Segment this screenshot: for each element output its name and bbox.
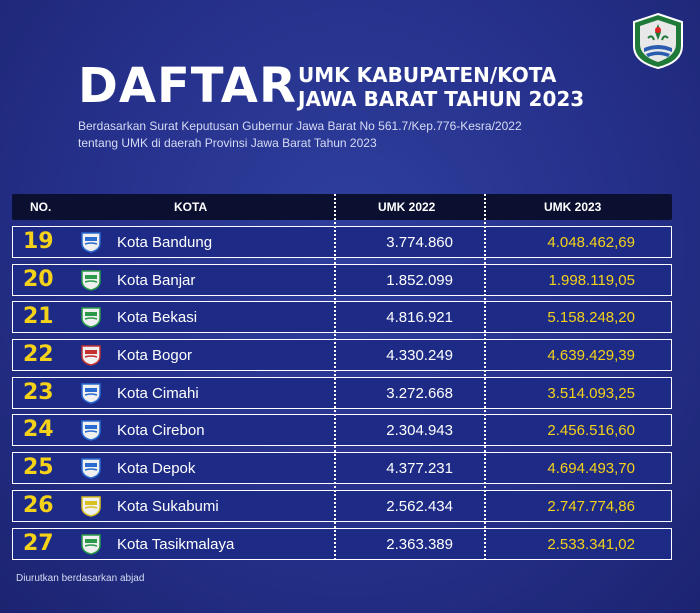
title-line-1: UMK KABUPATEN/KOTA [298, 63, 557, 87]
table-row: 22 Kota Bogor 4.330.249 4.639.429,39 [12, 339, 672, 372]
table-body: 19 Kota Bandung 3.774.860 4.048.462,69 20 Kot… [12, 226, 672, 560]
city-name: Kota Bandung [117, 234, 213, 251]
umk-2023-value: 4.639.429,39 [547, 347, 635, 365]
table-row: 24 Kota Cirebon 2.304.943 2.456.516,60 [12, 414, 672, 447]
jawa-barat-emblem-icon [633, 12, 683, 70]
row-number: 20 [23, 266, 54, 292]
city-name: Kota Bogor [117, 347, 193, 365]
column-divider [334, 194, 336, 560]
subtitle-line-1: Berdasarkan Surat Keputusan Gubernur Jaw… [78, 119, 522, 133]
page-title: DAFTAR [78, 58, 297, 114]
city-name: Kota Bekasi [117, 309, 198, 327]
city-emblem-icon [81, 232, 101, 253]
table-row: 26 Kota Sukabumi 2.562.434 2.747.774,86 [12, 489, 672, 522]
table-header: NO. KOTA UMK 2022 UMK 2023 [12, 194, 672, 220]
title-line-2: JAWA BARAT TAHUN 2023 [298, 87, 585, 111]
city-emblem-icon [81, 533, 101, 555]
subtitle: Berdasarkan Surat Keputusan Gubernur Jaw… [78, 118, 638, 152]
umk-2022-value: 1.852.099 [386, 271, 453, 289]
table-row: 27 Kota Tasikmalaya 2.363.389 2.533.341,02 [12, 527, 672, 560]
column-header-no: NO. [30, 200, 52, 214]
city-emblem-icon [81, 420, 101, 442]
city-emblem-icon [81, 307, 101, 329]
city-name: Kota Sukabumi [117, 497, 219, 515]
umk-2023-value: 4.694.493,70 [547, 460, 635, 478]
column-divider [484, 194, 486, 560]
umk-2022-value: 4.330.249 [386, 347, 453, 365]
row-number: 26 [23, 492, 54, 518]
umk-2023-value: 1.998.119,05 [548, 271, 635, 289]
umk-2023-value: 4.048.462,69 [547, 234, 635, 251]
row-number: 23 [23, 379, 54, 405]
table-row: 19 Kota Bandung 3.774.860 4.048.462,69 [12, 226, 672, 258]
row-number: 27 [23, 530, 54, 556]
umk-2022-value: 2.363.389 [386, 535, 453, 553]
umk-2023-value: 5.158.248,20 [547, 309, 635, 327]
table-row: 25 Kota Depok 4.377.231 4.694.493,70 [12, 452, 672, 485]
city-name: Kota Cimahi [117, 384, 199, 402]
umk-2022-value: 4.377.231 [386, 460, 453, 478]
city-name: Kota Banjar [117, 271, 196, 289]
city-emblem-icon [81, 269, 101, 291]
city-name: Kota Cirebon [117, 422, 205, 440]
row-number: 19 [23, 229, 54, 254]
city-name: Kota Tasikmalaya [117, 535, 235, 553]
row-number: 25 [23, 455, 54, 481]
city-emblem-icon [81, 345, 101, 366]
column-header-umk-2022: UMK 2022 [378, 200, 436, 214]
umk-2022-value: 2.304.943 [386, 422, 453, 440]
column-header-umk-2023: UMK 2023 [544, 200, 602, 214]
city-emblem-icon [81, 383, 101, 404]
row-number: 21 [23, 304, 54, 330]
city-name: Kota Depok [117, 460, 196, 478]
subtitle-line-2: tentang UMK di daerah Provinsi Jawa Bara… [78, 136, 377, 150]
row-number: 24 [23, 417, 54, 443]
table-row: 23 Kota Cimahi 3.272.668 3.514.093,25 [12, 376, 672, 409]
table-row: 20 Kota Banjar 1.852.099 1.998.119,05 [12, 263, 672, 296]
city-emblem-icon [81, 496, 101, 517]
umk-2022-value: 4.816.921 [386, 309, 453, 327]
row-number: 22 [23, 342, 54, 368]
umk-2022-value: 3.272.668 [386, 384, 453, 402]
page-title-detail: UMK KABUPATEN/KOTA JAWA BARAT TAHUN 2023 [298, 63, 584, 111]
umk-2022-value: 3.774.860 [386, 234, 453, 251]
table-row: 21 Kota Bekasi 4.816.921 5.158.248,20 [12, 301, 672, 334]
column-header-kota: KOTA [174, 200, 208, 214]
umk-2022-value: 2.562.434 [386, 497, 453, 515]
city-emblem-icon [81, 458, 101, 479]
footnote: Diurutkan berdasarkan abjad [16, 573, 145, 584]
umk-2023-value: 2.747.774,86 [547, 497, 635, 515]
umk-table: NO. KOTA UMK 2022 UMK 2023 19 Kota Bandun… [12, 194, 672, 565]
umk-2023-value: 2.533.341,02 [547, 535, 635, 553]
umk-2023-value: 3.514.093,25 [547, 384, 635, 402]
umk-2023-value: 2.456.516,60 [547, 422, 635, 440]
